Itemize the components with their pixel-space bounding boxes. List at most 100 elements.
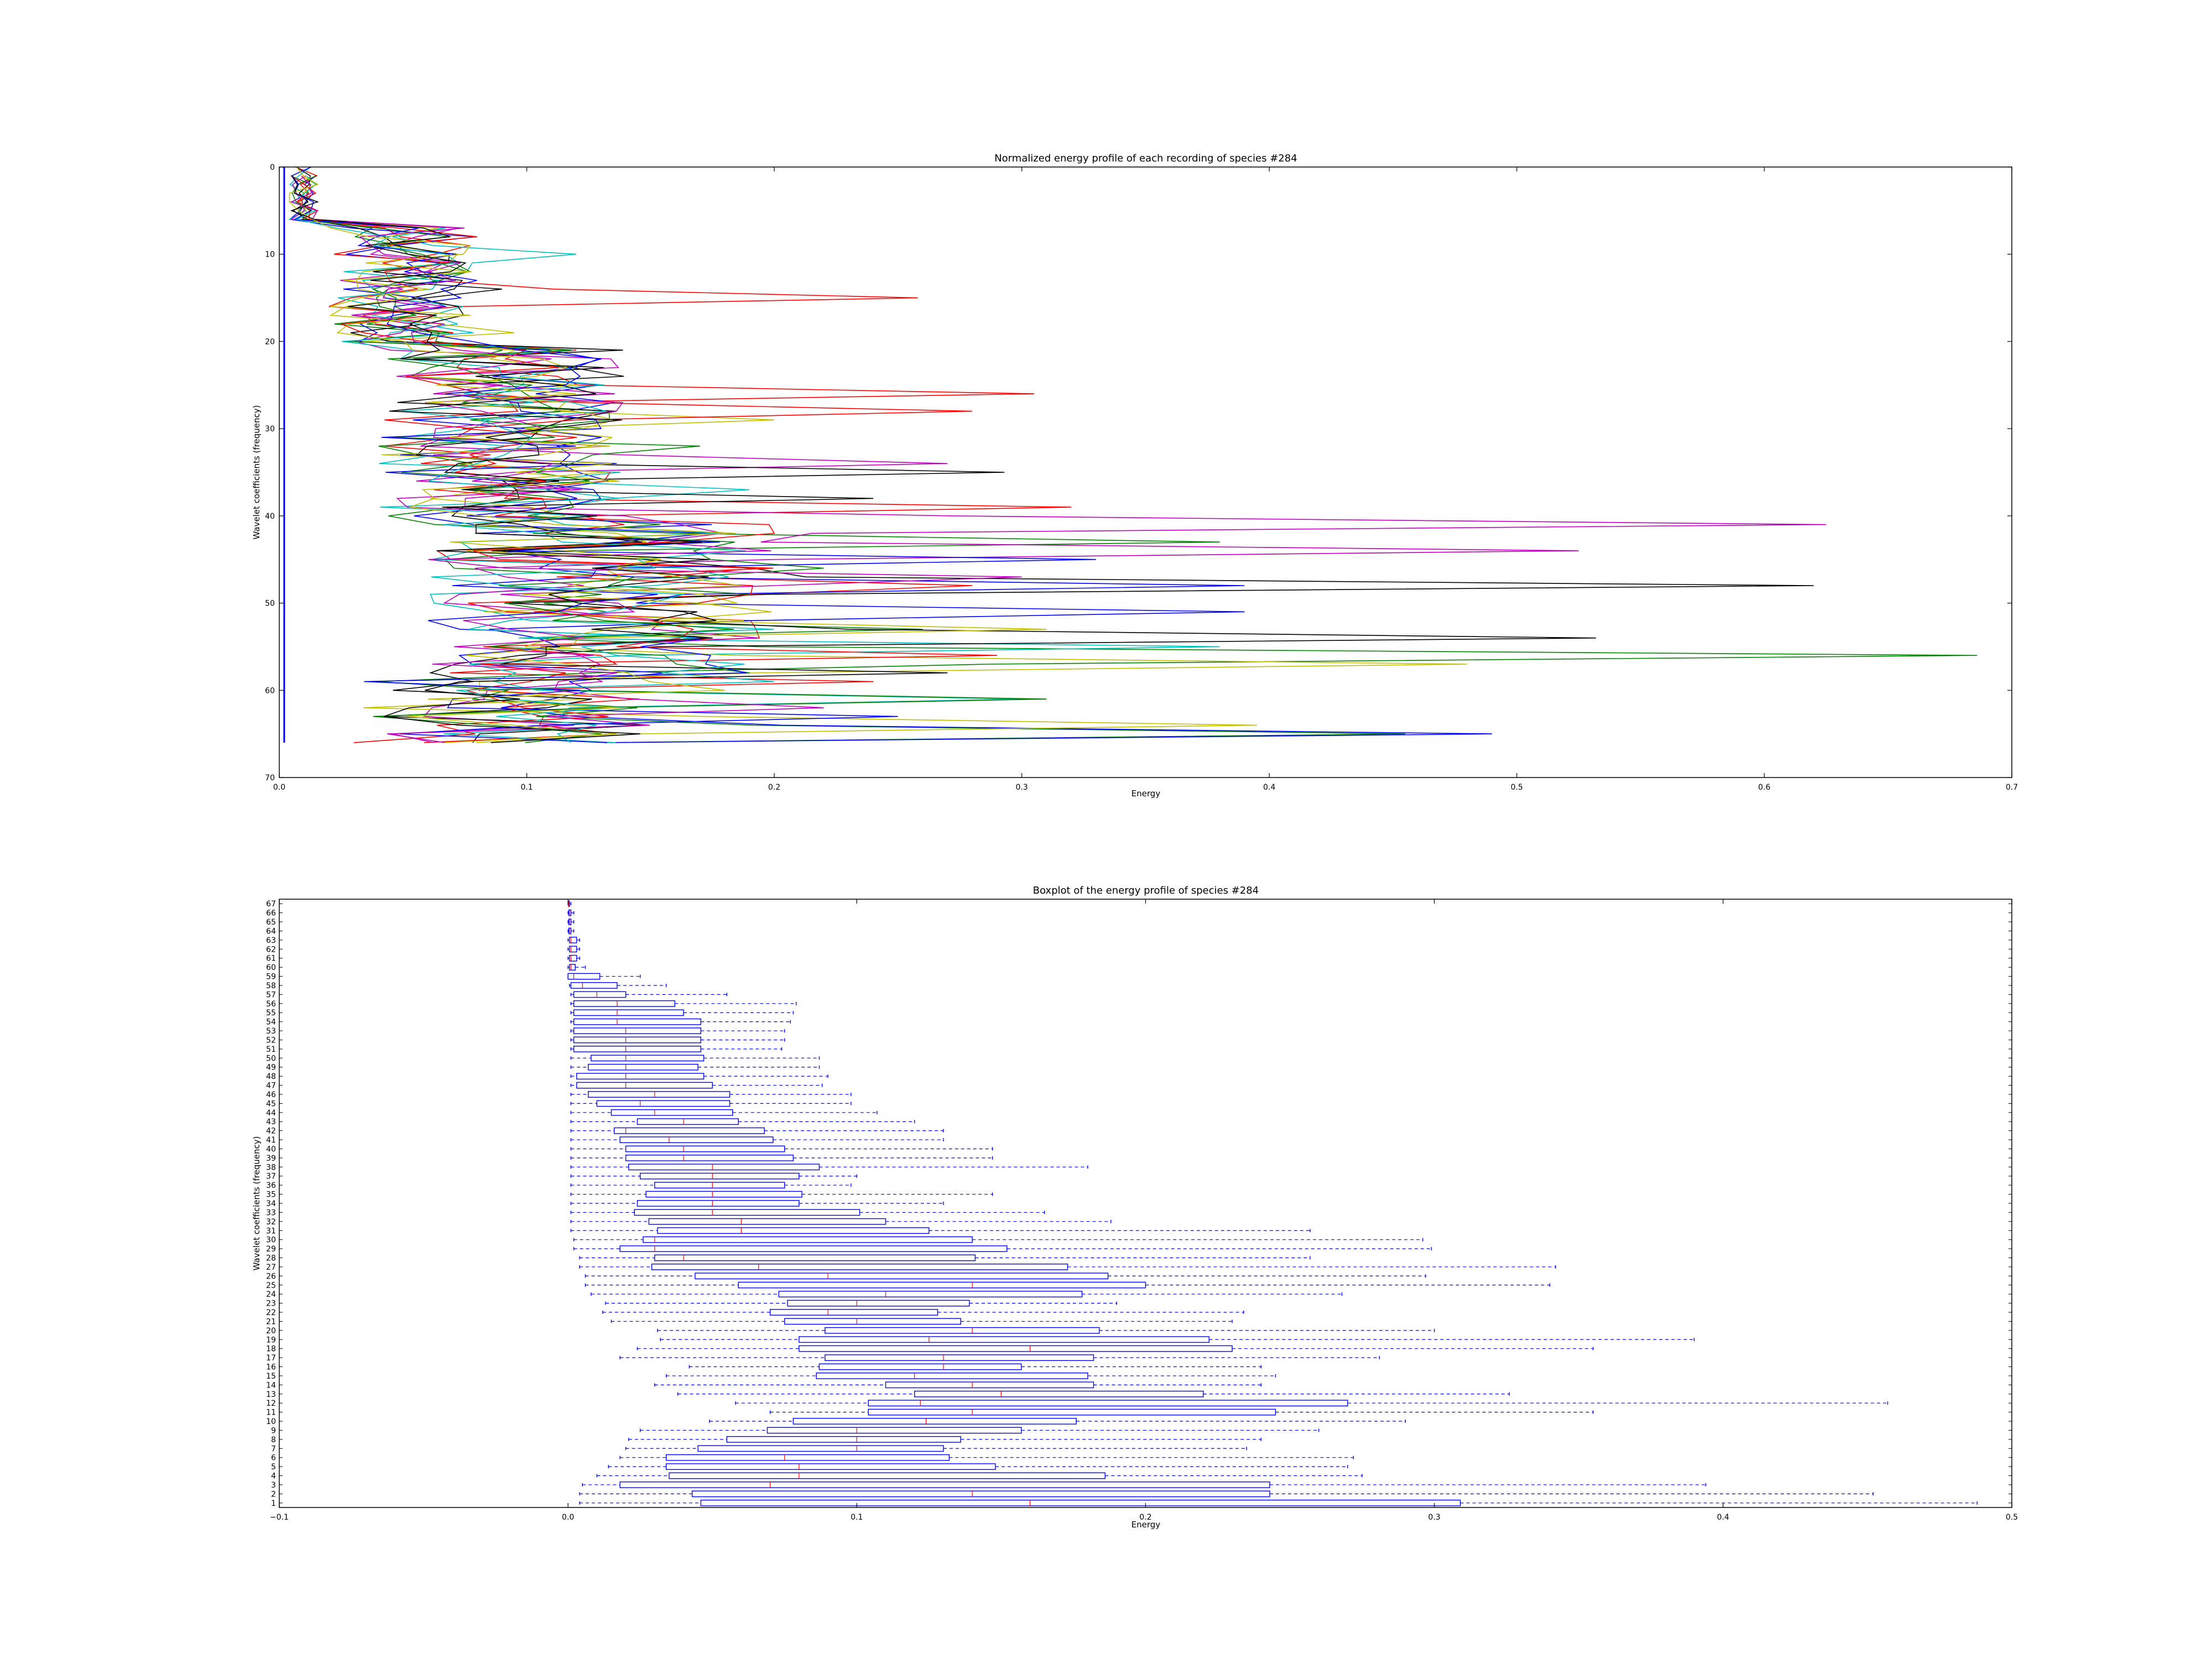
chart2-y-tick-label: 60: [266, 963, 276, 972]
chart1-series-group: [283, 166, 1978, 743]
box-body: [643, 1236, 973, 1243]
box-32: [570, 1218, 1112, 1225]
box-43: [570, 1118, 915, 1125]
box-body: [573, 1009, 684, 1016]
box-body: [573, 1027, 702, 1034]
box-body: [799, 1336, 1210, 1343]
chart2-y-tick-label: 51: [266, 1045, 276, 1054]
chart2-x-tick-label: 0.5: [2006, 1513, 2018, 1522]
box-57: [570, 991, 728, 998]
chart2-y-tick-label: 35: [266, 1191, 276, 1199]
box-body: [697, 1445, 944, 1452]
box-body: [625, 1155, 794, 1161]
chart2-y-tick-label: 43: [266, 1118, 276, 1126]
chart2-x-label: Energy: [1131, 1520, 1161, 1530]
box-body: [628, 1164, 820, 1171]
energy-line-rec8: [291, 175, 998, 743]
box-47: [570, 1082, 823, 1089]
chart2-y-tick-label: 25: [266, 1281, 276, 1290]
chart2-y-tick-label: 40: [266, 1145, 276, 1154]
box-body: [588, 1091, 731, 1098]
box-18: [637, 1345, 1594, 1352]
box-body: [695, 1272, 1109, 1280]
box-48: [570, 1073, 828, 1080]
box-53: [570, 1027, 785, 1034]
box-body: [567, 973, 601, 980]
chart2-y-tick-label: 67: [266, 900, 276, 909]
chart2-y-tick-label: 12: [266, 1399, 276, 1408]
chart1-y-tick-label: 60: [265, 686, 275, 695]
chart2-y-tick-label: 31: [266, 1227, 276, 1235]
box-24: [591, 1291, 1343, 1298]
box-body: [792, 1418, 1077, 1425]
chart2-y-tick-label: 42: [266, 1127, 276, 1136]
chart2-y-tick-label: 34: [266, 1199, 276, 1208]
chart2-y-tick-label: 20: [266, 1327, 276, 1335]
chart2-y-tick-label: 53: [266, 1027, 276, 1036]
box-body: [570, 982, 618, 989]
chart2-y-tick-label: 6: [271, 1454, 276, 1463]
box-64: [567, 927, 575, 935]
box-body: [569, 954, 577, 962]
chart2-y-tick-label: 36: [266, 1181, 276, 1190]
chart1-x-tick-label: 0.5: [1511, 783, 1523, 792]
chart2-y-tick-label: 38: [266, 1163, 276, 1172]
chart2-y-tick-label: 58: [266, 982, 276, 990]
box-body: [568, 909, 572, 916]
box-body: [619, 1481, 1270, 1488]
box-5: [608, 1463, 1348, 1470]
energy-line-rec4: [288, 166, 1220, 743]
chart1-y-tick-label: 0: [270, 163, 275, 172]
box-61: [567, 954, 580, 962]
chart1-y-axis: 0 10 20 30 40 50 60 70: [265, 163, 2012, 782]
chart2-x-tick-label: 0.1: [851, 1513, 863, 1522]
box-body: [573, 1000, 676, 1007]
chart2-y-tick-label: 62: [266, 945, 276, 954]
chart1-x-axis: 0.0 0.1 0.2 0.3 0.4 0.5 0.6 0.7: [273, 167, 2018, 792]
chart2-y-tick-label: 10: [266, 1417, 276, 1426]
chart2-y-tick-label: 15: [266, 1372, 276, 1381]
box-7: [625, 1445, 1247, 1452]
box-body: [868, 1408, 1276, 1416]
box-41: [570, 1136, 944, 1143]
box-20: [657, 1327, 1435, 1334]
chart2-y-tick-label: 29: [266, 1245, 276, 1254]
chart1-y-tick-label: 20: [265, 337, 275, 346]
box-52: [570, 1036, 785, 1044]
box-35: [570, 1191, 993, 1198]
box-65: [567, 919, 575, 925]
energy-line-rec10: [291, 166, 1097, 743]
chart2-y-tick-label: 65: [266, 918, 276, 927]
box-2: [579, 1490, 1874, 1498]
box-body: [637, 1118, 739, 1125]
chart2-plot-frame: [279, 899, 2012, 1508]
box-15: [666, 1373, 1276, 1379]
energy-line-rec9: [291, 175, 1047, 743]
box-body: [657, 1227, 930, 1234]
energy-boxplot-chart: Boxplot of the energy profile of species…: [252, 885, 2018, 1530]
box-31: [570, 1227, 1311, 1234]
box-50: [570, 1055, 820, 1062]
box-body: [573, 991, 627, 998]
box-40: [570, 1145, 993, 1152]
box-body: [816, 1373, 1088, 1379]
box-62: [567, 946, 580, 953]
box-body: [576, 1073, 705, 1080]
box-19: [660, 1336, 1695, 1343]
box-body: [645, 1191, 802, 1198]
box-body: [738, 1281, 1146, 1288]
chart1-title: Normalized energy profile of each record…: [994, 153, 1297, 164]
box-4: [596, 1472, 1363, 1479]
chart2-x-tick-label: 0.0: [562, 1513, 574, 1522]
box-body: [640, 1172, 800, 1180]
box-3: [582, 1481, 1707, 1488]
chart2-y-tick-label: 66: [266, 909, 276, 918]
box-body: [648, 1218, 886, 1225]
box-body: [568, 919, 572, 925]
chart2-y-tick-label: 28: [266, 1254, 276, 1263]
chart2-y-tick-label: 2: [271, 1490, 276, 1499]
box-body: [569, 964, 576, 971]
chart2-y-tick-label: 8: [271, 1436, 276, 1444]
box-body: [637, 1200, 800, 1207]
energy-line-rec7: [292, 166, 1814, 743]
